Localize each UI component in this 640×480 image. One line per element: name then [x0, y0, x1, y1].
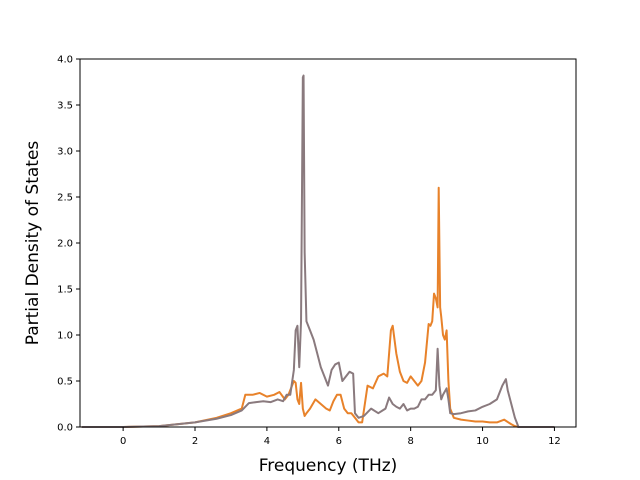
y-tick-label: 0.0 — [57, 423, 73, 434]
y-tick-label: 4.0 — [57, 55, 73, 66]
x-tick-label: 4 — [264, 436, 270, 447]
x-axis-ticks: 0 2 4 6 8 10 12 — [120, 427, 561, 447]
y-tick-label: 3.5 — [57, 101, 73, 112]
series-line-2 — [81, 74, 555, 428]
x-tick-label: 10 — [476, 436, 489, 447]
series-layer — [81, 74, 555, 428]
y-tick-label: 1.5 — [57, 285, 73, 296]
x-tick-label: 2 — [192, 436, 198, 447]
x-axis-label: Frequency (THz) — [259, 456, 398, 476]
y-axis-ticks: 0.0 0.5 1.0 1.5 2.0 2.5 3.0 3.5 4.0 — [57, 55, 80, 434]
x-tick-label: 8 — [407, 436, 413, 447]
x-tick-label: 0 — [120, 436, 126, 447]
y-tick-label: 2.0 — [57, 239, 73, 250]
y-tick-label: 3.0 — [57, 147, 73, 158]
y-tick-label: 2.5 — [57, 193, 73, 204]
x-tick-label: 12 — [548, 436, 561, 447]
y-tick-label: 1.0 — [57, 331, 73, 342]
y-axis-label: Partial Density of States — [23, 141, 43, 346]
x-tick-label: 6 — [336, 436, 342, 447]
y-tick-label: 0.5 — [57, 377, 73, 388]
